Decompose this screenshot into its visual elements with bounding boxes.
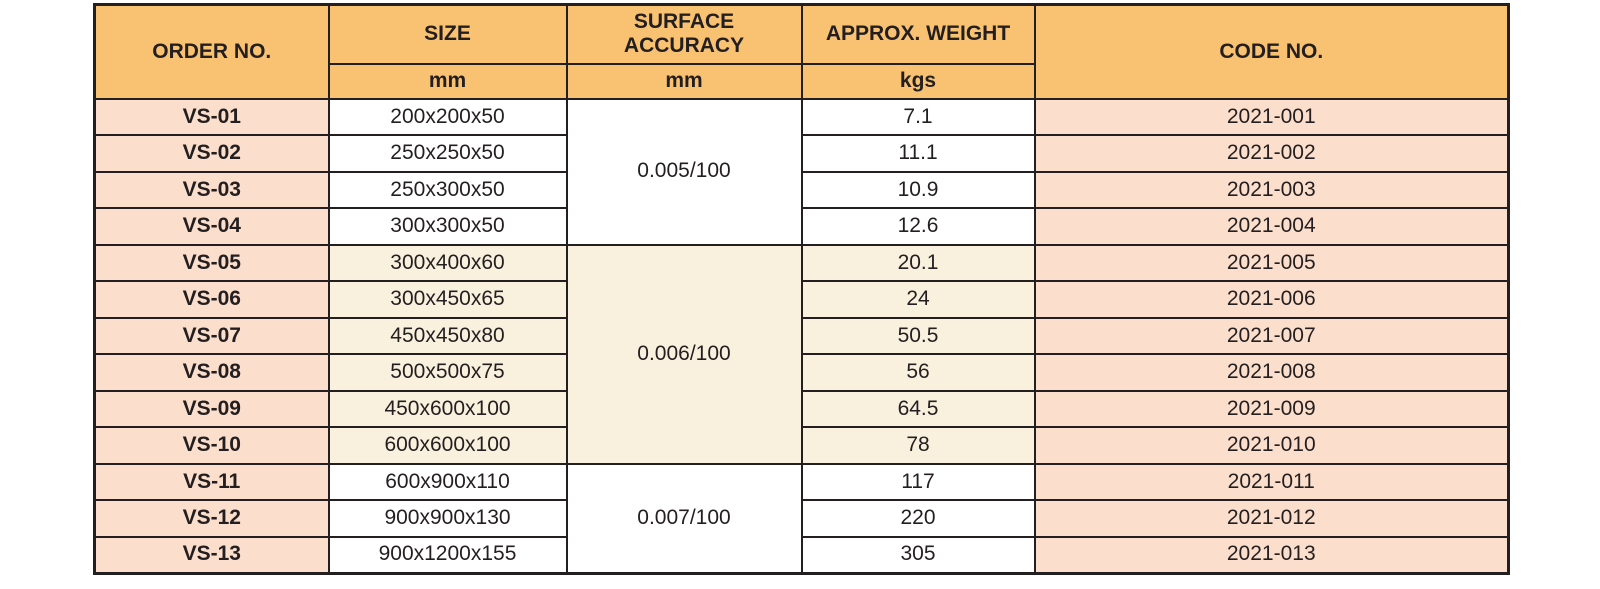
weight-cell: 64.5 [800, 389, 1036, 428]
unit-weight-kgs: kgs [800, 62, 1036, 100]
table-row: VS-01 200x200x50 0.005/100 7.1 2021-001 [93, 97, 1510, 246]
table-row: VS-04 300x300x50 12.6 2021-004 [93, 207, 1510, 246]
table-row: VS-12 900x900x130 220 2021-012 [93, 499, 1510, 538]
size-cell: 900x900x130 [327, 499, 568, 538]
size-cell: 900x1200x155 [327, 535, 568, 574]
table-row: VS-10 600x600x100 78 2021-010 [93, 426, 1510, 465]
code-no-cell: 2021-011 [1033, 462, 1510, 501]
size-cell: 200x200x50 [327, 97, 568, 136]
surface-accuracy-cell: 0.007/100 [565, 462, 803, 574]
order-no-cell: VS-07 [93, 316, 330, 355]
code-no-cell: 2021-013 [1033, 535, 1510, 574]
weight-cell: 24 [800, 280, 1036, 319]
order-no-cell: VS-03 [93, 170, 330, 209]
header-row-main: ORDER NO. SIZE SURFACE ACCURACY APPROX. … [93, 3, 1510, 100]
table-body: VS-01 200x200x50 0.005/100 7.1 2021-001 … [93, 97, 1510, 574]
weight-cell: 78 [800, 426, 1036, 465]
weight-cell: 10.9 [800, 170, 1036, 209]
code-no-cell: 2021-003 [1033, 170, 1510, 209]
order-no-cell: VS-06 [93, 280, 330, 319]
code-no-cell: 2021-010 [1033, 426, 1510, 465]
code-no-cell: 2021-012 [1033, 499, 1510, 538]
unit-size-mm: mm [327, 62, 568, 100]
specification-table: ORDER NO. SIZE SURFACE ACCURACY APPROX. … [93, 3, 1510, 575]
weight-cell: 117 [800, 462, 1036, 501]
order-no-cell: VS-01 [93, 97, 330, 136]
order-no-cell: VS-10 [93, 426, 330, 465]
code-no-cell: 2021-004 [1033, 207, 1510, 246]
size-cell: 300x300x50 [327, 207, 568, 246]
size-cell: 450x600x100 [327, 389, 568, 428]
size-cell: 300x450x65 [327, 280, 568, 319]
surface-accuracy-cell: 0.006/100 [565, 243, 803, 465]
header-row-units: mm mm kgs [95, 62, 1509, 100]
code-no-cell: 2021-007 [1033, 316, 1510, 355]
weight-cell: 220 [800, 499, 1036, 538]
table-row: VS-02 250x250x50 11.1 2021-002 [93, 134, 1510, 173]
table-row: VS-03 250x300x50 10.9 2021-003 [93, 170, 1510, 209]
order-no-cell: VS-12 [93, 499, 330, 538]
code-no-cell: 2021-005 [1033, 243, 1510, 282]
size-cell: 500x500x75 [327, 353, 568, 392]
table-row: VS-05 300x400x60 0.006/100 20.1 2021-005 [93, 243, 1510, 465]
order-no-cell: VS-04 [93, 207, 330, 246]
order-no-cell: VS-08 [93, 353, 330, 392]
size-cell: 250x250x50 [327, 134, 568, 173]
column-header-approx-weight: APPROX. WEIGHT [800, 3, 1036, 65]
size-cell: 600x600x100 [327, 426, 568, 465]
size-cell: 450x450x80 [327, 316, 568, 355]
weight-cell: 56 [800, 353, 1036, 392]
table-row: VS-07 450x450x80 50.5 2021-007 [93, 316, 1510, 355]
table-row: VS-11 600x900x110 0.007/100 117 2021-011 [93, 462, 1510, 574]
weight-cell: 7.1 [800, 97, 1036, 136]
weight-cell: 305 [800, 535, 1036, 574]
table-row: VS-08 500x500x75 56 2021-008 [93, 353, 1510, 392]
weight-cell: 12.6 [800, 207, 1036, 246]
weight-cell: 20.1 [800, 243, 1036, 282]
table-header: ORDER NO. SIZE SURFACE ACCURACY APPROX. … [93, 3, 1510, 100]
order-no-cell: VS-02 [93, 134, 330, 173]
table-row: VS-06 300x450x65 24 2021-006 [93, 280, 1510, 319]
unit-accuracy-mm: mm [565, 62, 803, 100]
size-cell: 250x300x50 [327, 170, 568, 209]
code-no-cell: 2021-001 [1033, 97, 1510, 136]
code-no-cell: 2021-009 [1033, 389, 1510, 428]
size-cell: 300x400x60 [327, 243, 568, 282]
weight-cell: 50.5 [800, 316, 1036, 355]
surface-accuracy-cell: 0.005/100 [565, 97, 803, 246]
code-no-cell: 2021-002 [1033, 134, 1510, 173]
column-header-size: SIZE [327, 3, 568, 65]
order-no-cell: VS-11 [93, 462, 330, 501]
order-no-cell: VS-05 [93, 243, 330, 282]
size-cell: 600x900x110 [327, 462, 568, 501]
order-no-cell: VS-09 [93, 389, 330, 428]
order-no-cell: VS-13 [93, 535, 330, 574]
code-no-cell: 2021-006 [1033, 280, 1510, 319]
table-row: VS-09 450x600x100 64.5 2021-009 [93, 389, 1510, 428]
column-header-code-no: CODE NO. [1033, 3, 1510, 100]
code-no-cell: 2021-008 [1033, 353, 1510, 392]
weight-cell: 11.1 [800, 134, 1036, 173]
column-header-order-no: ORDER NO. [93, 3, 330, 100]
table-row: VS-13 900x1200x155 305 2021-013 [93, 535, 1510, 574]
column-header-surface-accuracy: SURFACE ACCURACY [565, 3, 803, 65]
